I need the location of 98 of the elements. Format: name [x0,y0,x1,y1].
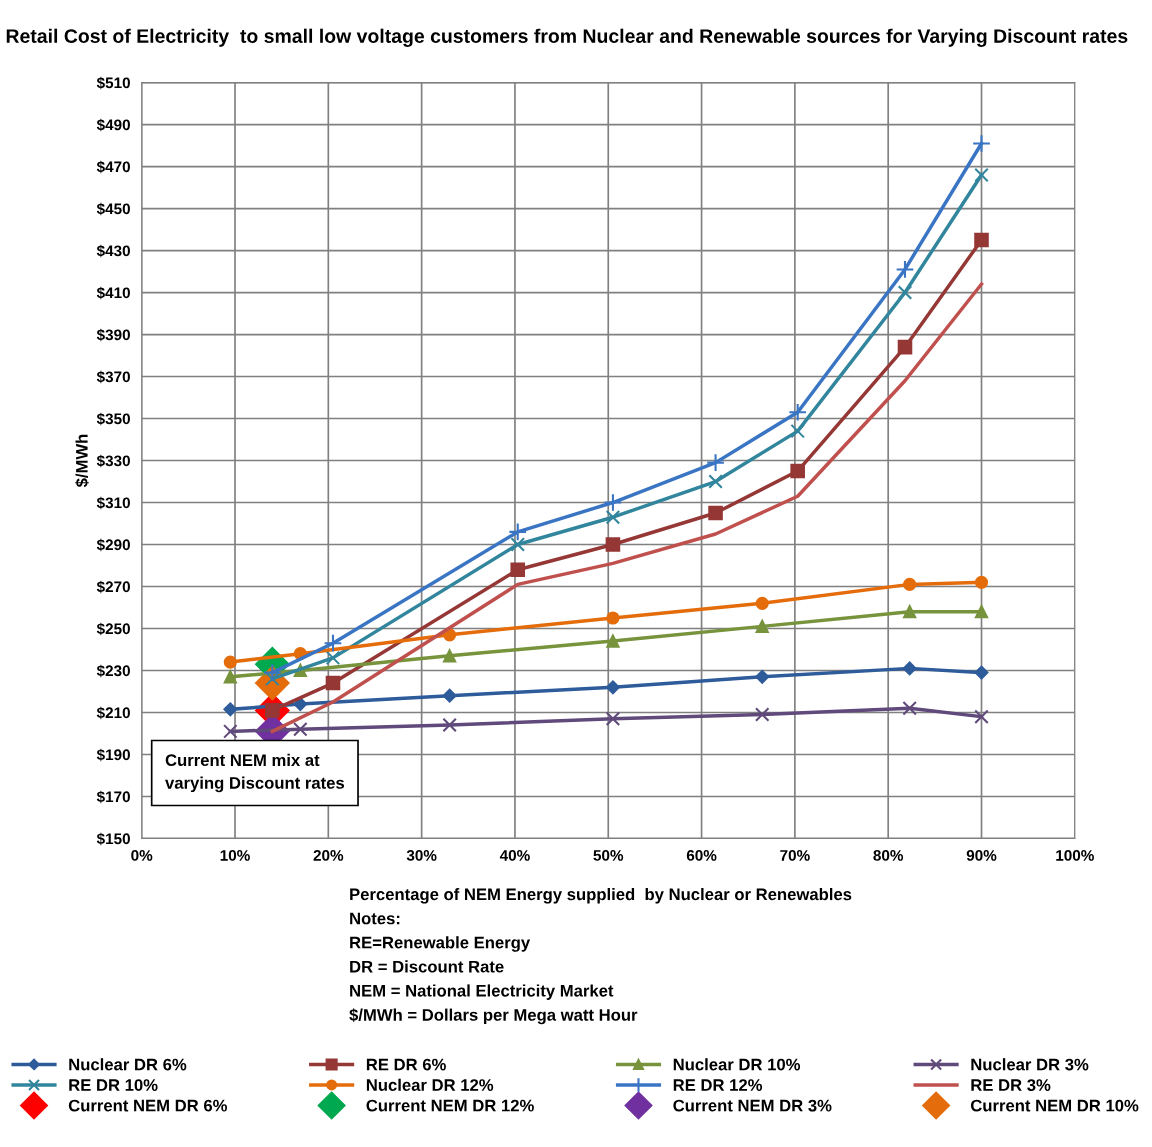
point [755,619,769,633]
point [974,167,989,183]
point [293,697,308,712]
point [972,134,991,153]
legend-label: RE DR 3% [971,1079,1051,1091]
point [903,605,917,619]
point [325,650,341,666]
y-tick-label: $270 [96,580,130,594]
x-tick-label: 30% [406,849,437,861]
y-tick-label: $390 [96,328,130,342]
y-tick-label: $370 [96,370,130,384]
point [606,634,620,648]
text: $/MWh = Dollars per Mega watt Hour [349,1008,638,1025]
point [902,661,917,676]
point [510,562,526,577]
point [902,700,917,716]
point [708,474,723,489]
point [223,702,238,717]
point [262,663,282,682]
x-axis-title: Percentage of NEM Energy supplied by Nuclear or Renewables [350,888,852,904]
point [510,537,526,552]
point [606,611,620,625]
point [293,721,308,737]
point [903,577,917,591]
point [788,402,808,422]
point [754,707,770,722]
y-tick-label: $150 [96,832,130,846]
y-tick-label: $510 [96,76,130,90]
point [974,665,989,680]
legend-label: Current NEM DR 6% [68,1099,228,1112]
point [223,655,237,669]
point [895,260,915,279]
text: Notes: [350,912,400,925]
x-tick-label: 20% [313,849,344,861]
point [790,423,805,439]
legend-label: Nuclear DR 6% [69,1058,187,1071]
point [605,509,621,525]
point [223,670,237,684]
legend-label: Nuclear DR 3% [971,1058,1089,1071]
point [755,596,769,610]
point [605,711,621,727]
point [323,633,343,653]
legend-label: RE DR 6% [366,1058,446,1071]
legend-label: RE DR 10% [69,1079,158,1091]
text: DR = Discount Rate [350,960,504,973]
point [974,575,989,589]
y-tick-label: $490 [96,118,130,132]
y-tick-label: $250 [96,622,130,636]
text: NEM = National Electricity Market [350,984,614,1000]
y-tick-label: $190 [96,748,130,762]
x-tick-label: 80% [873,849,904,861]
x-tick-label: 60% [686,849,717,861]
legend-label: Nuclear DR 12% [366,1078,494,1091]
y-tick-label: $170 [96,790,130,804]
legend-label: Current NEM DR 12% [366,1099,534,1112]
point [708,505,723,521]
point [508,522,528,542]
x-tick-label: 100% [1056,849,1094,861]
chart-title: Retail Cost of Electricity to small low voltage customers from Nuclear and Renewable sources for Varying Discount rates [6,28,1128,47]
text: RE=Renewable Energy [350,936,531,952]
y-tick-label: $350 [96,412,130,426]
point [974,232,989,248]
point [706,453,725,472]
y-tick-label: $210 [96,706,130,720]
legend-label: Current NEM DR 10% [970,1099,1139,1112]
y-tick-label: $470 [96,160,130,174]
y-tick-label: $290 [96,538,130,552]
point [442,688,457,703]
point [897,285,913,300]
point [223,724,238,739]
x-tick-label: 0% [131,849,153,861]
y-tick-label: $410 [96,286,130,300]
point [603,493,623,512]
y-tick-label: $430 [96,244,130,258]
y-tick-label: $310 [96,496,130,510]
x-tick-label: 50% [593,849,624,861]
annotation: Current NEM mix at varying Discount rates [165,753,345,793]
y-tick-label: $450 [96,202,130,216]
legend-label: RE DR 12% [673,1079,763,1091]
x-tick-label: 70% [780,849,810,861]
y-axis-title: $/MWh [75,434,89,488]
point [605,680,620,695]
point [974,605,989,619]
point [790,463,805,479]
point [442,717,457,733]
legend-label: Current NEM DR 3% [673,1099,832,1112]
point [605,537,621,552]
y-tick-label: $330 [96,454,130,468]
point [325,675,341,691]
legend-label: Nuclear DR 10% [673,1058,801,1071]
y-tick-label: $230 [96,664,130,678]
point [897,339,913,355]
point [755,669,770,684]
x-tick-label: 10% [220,849,250,861]
x-tick-label: 90% [966,849,997,861]
point [443,649,457,663]
point [974,709,989,724]
x-tick-label: 40% [499,849,530,861]
